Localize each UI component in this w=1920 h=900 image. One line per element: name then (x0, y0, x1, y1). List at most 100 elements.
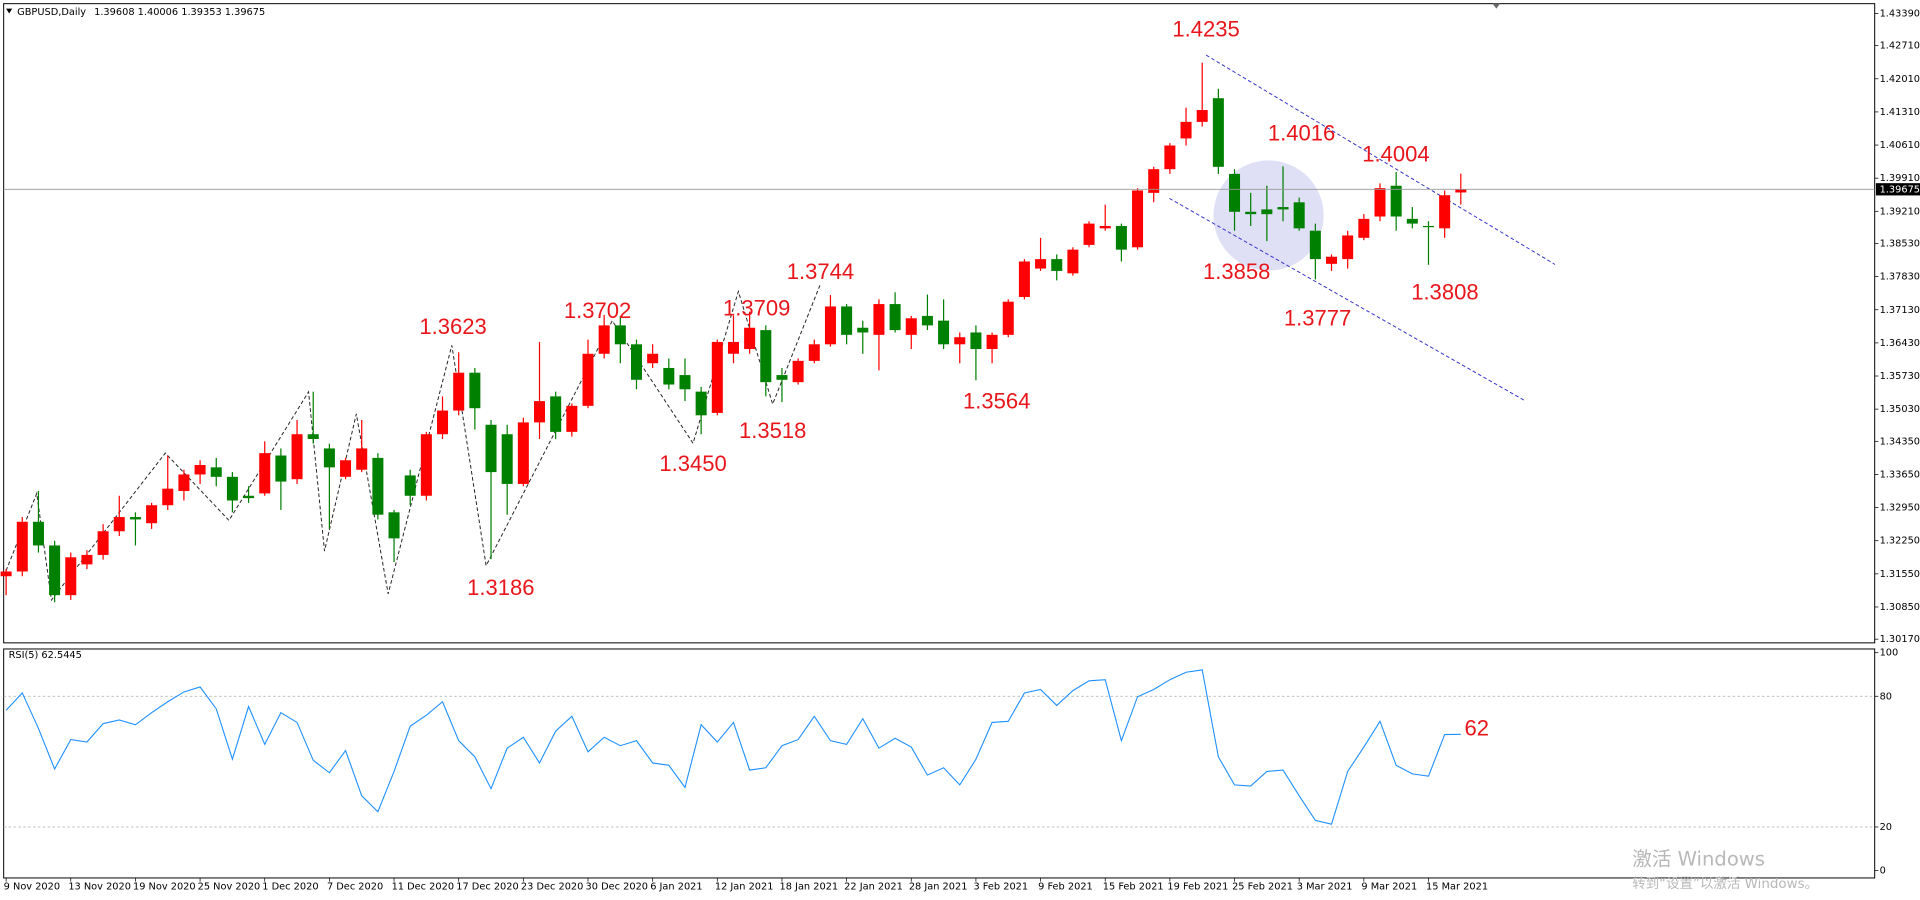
candle-body (1374, 188, 1386, 217)
candle-body (162, 488, 174, 506)
candle-body (776, 375, 788, 380)
candle-body (1390, 185, 1402, 217)
channel-line (1205, 54, 1556, 265)
annotation: 1.3564 (963, 389, 1030, 414)
x-tick-label: 19 Feb 2021 (1167, 882, 1228, 893)
x-tick-label: 25 Feb 2021 (1232, 882, 1293, 893)
chart-title: GBPUSD,Daily (17, 7, 86, 18)
current-price-label: 1.39675 (1880, 184, 1920, 195)
price-panel (3, 3, 1876, 644)
annotation: 1.3808 (1411, 280, 1478, 305)
candle-body (841, 306, 853, 335)
candle-body (372, 457, 384, 515)
y-tick-label: 1.33650 (1880, 469, 1920, 480)
candle-body (598, 325, 610, 354)
watermark: 转到“设置”以激活 Windows。 (1632, 876, 1818, 892)
annotation: 1.3186 (467, 575, 534, 600)
marker (1492, 3, 1500, 9)
y-tick-label: 100 (1880, 648, 1899, 659)
candle-body (226, 476, 238, 501)
candle-body (1196, 110, 1208, 122)
candle-body (1455, 189, 1467, 193)
candle-body (905, 318, 917, 335)
candle-body (275, 455, 287, 482)
candle-body (760, 330, 772, 383)
candle-body (566, 405, 578, 432)
annotation: 1.3744 (787, 259, 854, 284)
candle-body (340, 460, 352, 477)
candle-body (388, 512, 400, 539)
y-tick-label: 1.34350 (1880, 436, 1920, 447)
x-tick-label: 15 Feb 2021 (1103, 882, 1164, 893)
candle-body (550, 396, 562, 432)
candle-body (1083, 223, 1095, 245)
x-tick-label: 1 Dec 2020 (262, 882, 318, 893)
x-tick-label: 22 Jan 2021 (844, 882, 903, 893)
x-tick-label: 13 Nov 2020 (68, 882, 131, 893)
candle-body (146, 505, 158, 524)
current-price-box (1875, 183, 1920, 196)
candle-body (501, 434, 513, 484)
y-tick-label: 1.32250 (1880, 536, 1920, 547)
chart-header: GBPUSD,Daily 1.39608 1.40006 1.39353 1.3… (17, 7, 265, 18)
candle-body (1439, 195, 1451, 229)
candle-body (679, 375, 691, 390)
x-tick-label: 15 Mar 2021 (1426, 882, 1488, 893)
annotation: 1.3777 (1284, 305, 1351, 330)
candle-body (1326, 256, 1338, 264)
candle-body (1035, 259, 1047, 269)
candle-body (614, 325, 626, 345)
candle-body (1148, 169, 1160, 193)
candle-body (582, 353, 594, 406)
candle-body (194, 464, 206, 475)
rsi-current: 62.5445 (41, 650, 81, 661)
candle-body (663, 367, 675, 385)
x-tick-label: 9 Mar 2021 (1361, 882, 1417, 893)
annotation: 62 (1464, 716, 1489, 741)
x-tick-label: 7 Dec 2020 (327, 882, 383, 893)
candle-body (243, 495, 255, 499)
y-tick-label: 1.39910 (1880, 173, 1920, 184)
y-tick-label: 1.42710 (1880, 41, 1920, 52)
candle-body (647, 353, 659, 364)
candle-body (437, 410, 449, 435)
candle-body (65, 557, 77, 596)
y-tick-label: 1.41310 (1880, 107, 1920, 118)
candle-body (32, 521, 44, 546)
rsi-header: RSI(5) 62.5445 (9, 650, 82, 661)
x-tick-label: 17 Dec 2020 (456, 882, 518, 893)
channel-line (1169, 197, 1525, 401)
candle-body (938, 320, 950, 345)
y-tick-label: 1.40610 (1880, 140, 1920, 151)
candle-body (1164, 145, 1176, 170)
y-tick-label: 1.35730 (1880, 371, 1920, 382)
header-close: 1.39675 (225, 7, 265, 18)
candle-body (1358, 218, 1370, 238)
candle-body (1099, 225, 1111, 229)
candle-body (1422, 225, 1434, 228)
candle-body (1132, 190, 1144, 248)
candle-body (1212, 98, 1224, 167)
x-tick-label: 28 Jan 2021 (909, 882, 968, 893)
annotation: 1.3518 (739, 418, 806, 443)
annotation: 1.4016 (1268, 121, 1335, 146)
candle-body (1277, 207, 1289, 210)
candle-body (1309, 230, 1321, 260)
candle-body (1115, 225, 1127, 250)
candle-body (534, 401, 546, 423)
candle-body (113, 517, 125, 532)
y-tick-label: 0 (1880, 866, 1886, 877)
x-tick-label: 30 Dec 2020 (586, 882, 649, 893)
candle-body (873, 304, 885, 335)
watermark: 激活 Windows (1632, 848, 1765, 871)
candle-body (485, 424, 497, 473)
x-tick-label: 9 Feb 2021 (1038, 882, 1093, 893)
candle-body (1342, 235, 1354, 260)
candle-body (469, 372, 481, 409)
candle-body (97, 531, 109, 555)
candle-body (1018, 261, 1030, 297)
x-tick-label: 9 Nov 2020 (4, 882, 60, 893)
